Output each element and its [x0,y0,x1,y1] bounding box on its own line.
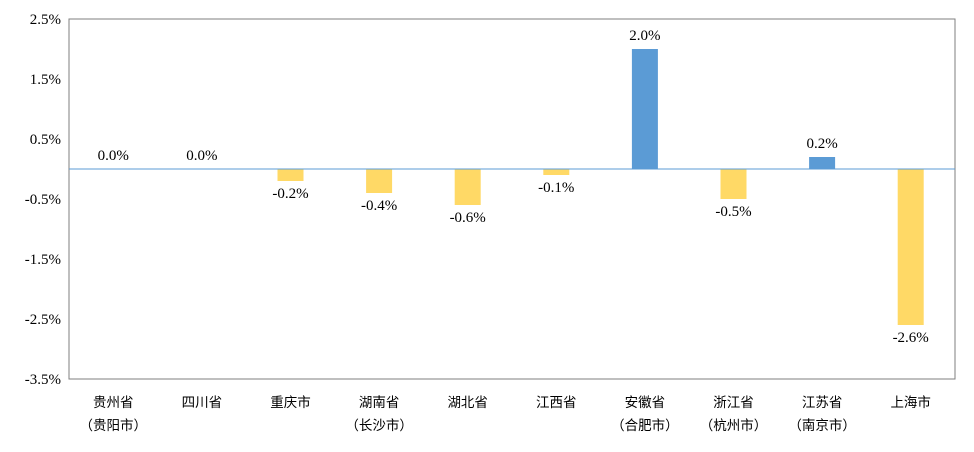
category-label: 上海市 [890,394,931,411]
category-label: （贵阳市） [80,417,148,434]
category-labels: 贵州省 （贵阳市） 四川省 重庆市 湖南省 （长沙市） 湖北省 江西省 安徽省 （合肥市） 浙江省 （… [80,394,931,434]
bar [720,169,747,199]
data-label: 0.0% [186,148,217,164]
category-label: 浙江省 [713,395,754,411]
y-axis: 2.5% 1.5% 0.5% -0.5% -1.5% -2.5% -3.5% [25,12,61,388]
category-label: 安徽省 [625,395,666,411]
data-label: -0.4% [361,198,397,214]
category-label: 江苏省 [802,395,843,411]
y-tick-label: -1.5% [25,252,61,268]
bar [809,157,836,169]
bar [454,169,481,205]
y-tick-label: -3.5% [25,372,61,388]
category-label: 江西省 [536,395,577,411]
bar [366,169,393,193]
bar [631,49,658,169]
category-label: 贵州省 [93,395,134,411]
bar [277,169,304,181]
category-label: 重庆市 [270,394,311,411]
data-label: -0.5% [715,204,751,220]
data-label: -0.1% [538,180,574,196]
category-label: （合肥市） [611,417,679,434]
bar [543,169,570,175]
y-tick-label: 2.5% [30,12,61,28]
category-label: （南京市） [788,417,856,434]
category-label: （杭州市） [700,417,768,434]
category-label: 四川省 [182,395,223,411]
plot-area-frame [68,18,956,380]
category-label: （长沙市） [345,417,413,434]
y-tick-label: 0.5% [30,132,61,148]
y-tick-label: -2.5% [25,312,61,328]
data-label: -0.6% [450,210,486,226]
bars [277,49,924,325]
data-label: 2.0% [629,28,660,44]
y-tick-label: 1.5% [30,72,61,88]
data-label: 0.2% [806,136,837,152]
data-label: -0.2% [272,186,308,202]
category-label: 湖南省 [359,395,400,411]
data-labels: 0.0% 0.0% -0.2% -0.4% -0.6% -0.1% 2.0% -0.5% 0.2… [98,28,929,346]
bar [897,169,924,325]
data-label: 0.0% [98,148,129,164]
category-label: 湖北省 [447,395,488,411]
y-tick-label: -0.5% [25,192,61,208]
data-label: -2.6% [893,330,929,346]
